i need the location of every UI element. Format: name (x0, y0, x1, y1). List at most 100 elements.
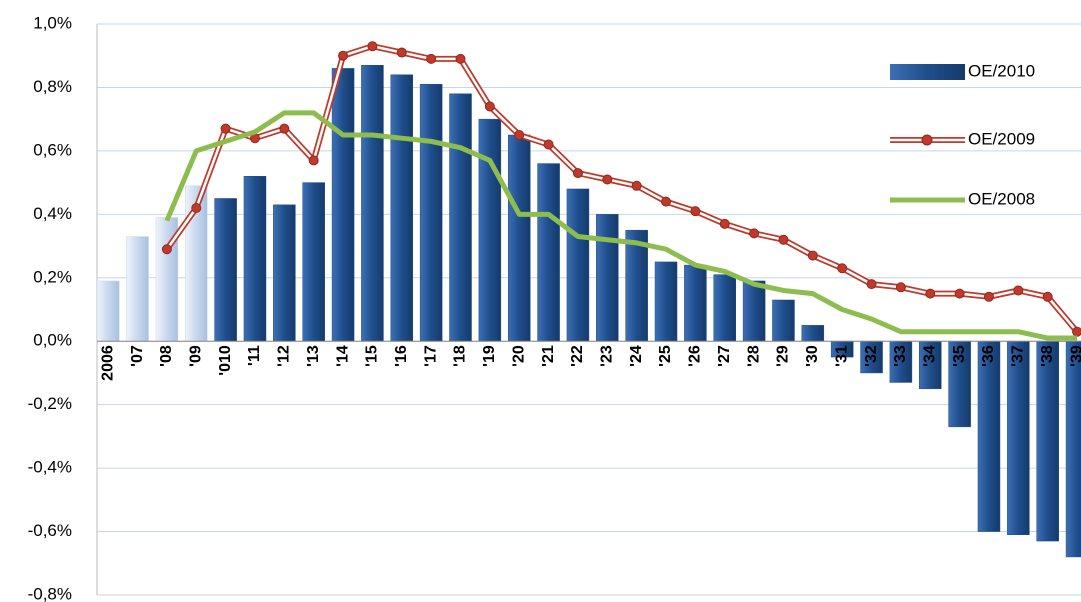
x-tick-label: '27 (716, 345, 733, 367)
x-tick-label: '34 (921, 345, 938, 367)
bar (1036, 340, 1059, 542)
x-tick-label: '33 (892, 345, 909, 367)
marker (895, 282, 906, 293)
marker (308, 155, 319, 166)
x-tick-label: '16 (393, 345, 410, 367)
bar (478, 118, 502, 342)
x-tick-label: '30 (804, 345, 821, 367)
marker (778, 234, 789, 245)
bar (772, 299, 795, 342)
x-tick-label: '12 (276, 345, 293, 367)
x-tick-label: '08 (158, 345, 175, 367)
x-tick-label: '35 (951, 345, 968, 367)
bar (214, 198, 237, 342)
y-tick-label: -0,4% (28, 458, 72, 477)
marker (749, 228, 760, 239)
marker (1013, 285, 1024, 296)
x-tick-label: '38 (1039, 345, 1056, 367)
x-tick-label: '31 (833, 345, 850, 367)
x-tick-label: '25 (657, 345, 674, 367)
bar (243, 176, 267, 342)
bar (566, 188, 590, 342)
bar (1065, 340, 1081, 558)
marker (954, 288, 965, 299)
legend-marker (921, 134, 933, 146)
bar (126, 236, 149, 342)
y-tick-label: 0,8% (33, 77, 72, 96)
marker (690, 206, 701, 217)
x-tick-label: '13 (305, 345, 322, 367)
bar (390, 74, 414, 342)
y-tick-label: 0,6% (33, 140, 72, 159)
x-tick-label: '22 (569, 345, 586, 367)
bar (742, 280, 766, 342)
legend-label: OE/2008 (968, 189, 1035, 208)
marker (396, 47, 407, 58)
marker (602, 174, 613, 185)
legend-swatch (890, 64, 965, 80)
x-tick-label: '17 (422, 345, 439, 367)
bar (273, 204, 296, 342)
bar (361, 64, 384, 342)
marker (661, 196, 672, 207)
y-tick-label: -0,6% (28, 521, 72, 540)
marker (191, 202, 202, 213)
line-highlight (165, 44, 1079, 333)
marker (338, 50, 349, 61)
x-tick-label: '18 (452, 345, 469, 367)
marker (1042, 291, 1053, 302)
legend-label: OE/2010 (968, 61, 1035, 80)
bar (419, 84, 443, 342)
x-tick-label: '32 (863, 345, 880, 367)
x-tick-label: '29 (775, 345, 792, 367)
marker (543, 139, 554, 150)
bar (302, 182, 325, 342)
x-tick-label: 2006 (99, 345, 116, 381)
marker (719, 218, 730, 229)
bar (449, 93, 472, 342)
marker (220, 123, 231, 134)
x-tick-label: '21 (540, 345, 557, 367)
x-tick-label: '26 (687, 345, 704, 367)
bar (977, 340, 1001, 532)
marker (514, 130, 525, 141)
x-tick-label: '15 (364, 345, 381, 367)
x-tick-label: '39 (1068, 345, 1081, 367)
x-tick-label: '010 (217, 345, 234, 376)
x-tick-label: '11 (246, 345, 263, 366)
bar (96, 280, 120, 342)
y-tick-label: 0,0% (33, 331, 72, 350)
marker (807, 250, 818, 261)
marker (925, 288, 936, 299)
bar (713, 274, 736, 342)
x-tick-label: '14 (334, 345, 351, 367)
marker (484, 101, 495, 112)
y-tick-label: -0,2% (28, 394, 72, 413)
bar (1007, 340, 1030, 535)
marker (631, 180, 642, 191)
y-tick-label: 0,4% (33, 204, 72, 223)
bar (801, 325, 825, 342)
marker (866, 279, 877, 290)
marker (426, 53, 437, 64)
x-tick-label: '23 (599, 345, 616, 367)
marker (983, 291, 994, 302)
bar (684, 264, 707, 342)
y-tick-label: -0,8% (28, 584, 72, 602)
x-tick-label: '19 (481, 345, 498, 367)
marker (161, 244, 172, 255)
x-tick-label: '36 (980, 345, 997, 367)
bar (507, 134, 531, 342)
bar (331, 68, 355, 342)
x-tick-label: '07 (129, 345, 146, 367)
x-tick-label: '37 (1010, 345, 1027, 367)
y-tick-label: 0,2% (33, 267, 72, 286)
x-tick-label: '28 (745, 345, 762, 367)
bar (596, 214, 619, 342)
marker (1072, 326, 1081, 337)
y-tick-label: 1,0% (33, 13, 72, 32)
x-tick-label: '20 (510, 345, 527, 367)
legend-label: OE/2009 (968, 129, 1035, 148)
marker (455, 53, 466, 64)
